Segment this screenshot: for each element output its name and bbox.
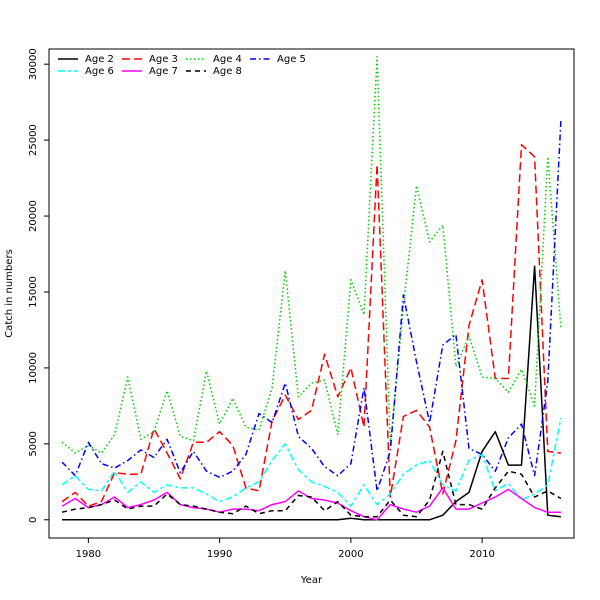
y-tick-label: 15000 (28, 276, 39, 308)
series-line-age-5 (61, 120, 562, 492)
x-tick-label: 1980 (76, 549, 101, 560)
legend-entry-label: Age 7 (149, 66, 178, 77)
y-tick-label: 30000 (28, 48, 39, 80)
legend-entry-label: Age 5 (277, 54, 306, 65)
y-axis-title: Catch in numbers (4, 249, 15, 338)
plot-frame (48, 48, 575, 539)
legend-entry-label: Age 8 (213, 66, 242, 77)
series-line-age-2 (62, 265, 561, 521)
y-tick-label: 10000 (28, 352, 39, 384)
x-tick-label: 2010 (469, 549, 494, 560)
x-axis-title: Year (300, 575, 323, 586)
legend-entry-label: Age 4 (213, 54, 242, 65)
y-tick-label: 5000 (28, 431, 39, 456)
series-line-age-6 (61, 417, 562, 507)
x-tick-label: 2000 (338, 549, 363, 560)
y-tick-label: 25000 (28, 124, 39, 156)
y-tick-label: 20000 (28, 200, 39, 232)
series-line-age-7 (61, 487, 561, 521)
series-layer (61, 55, 562, 521)
y-axis: 0 5000 10000 15000 20000 25000 30000 (28, 48, 49, 523)
legend-entry-label: Age 2 (85, 54, 114, 65)
y-tick-label: 0 (28, 517, 39, 523)
x-tick-label: 1990 (207, 549, 232, 560)
x-axis: 1980 1990 2000 2010 (76, 538, 495, 560)
series-line-age-8 (61, 450, 562, 518)
series-line-age-3 (61, 143, 561, 507)
legend: Age 2 Age 3 Age 4 Age 5 Age 6 Age 7 Age 8 (58, 54, 306, 77)
series-line-age-4 (61, 55, 562, 454)
legend-entry-label: Age 3 (149, 54, 178, 65)
legend-entry-label: Age 6 (85, 66, 114, 77)
